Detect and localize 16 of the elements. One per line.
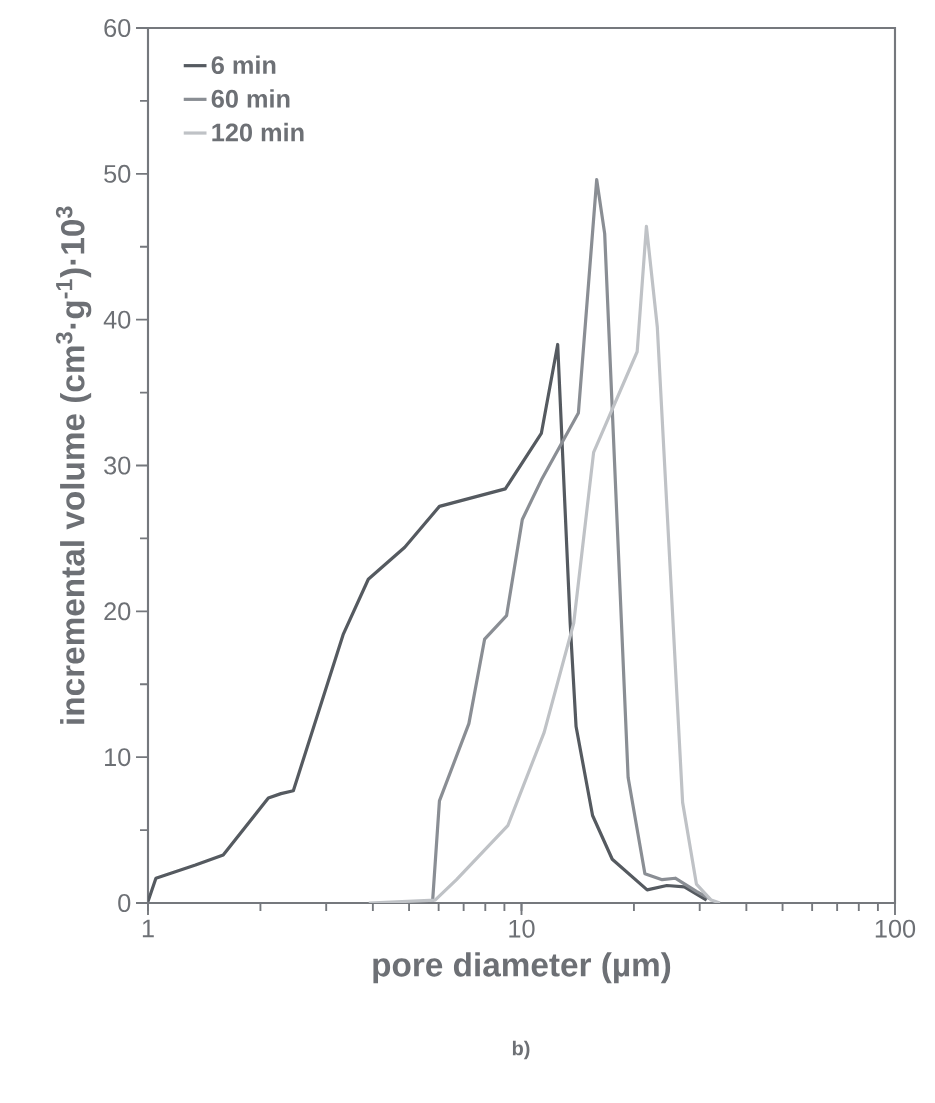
x-tick-label: 1 [142, 919, 154, 938]
x-tick-label: 100 [875, 919, 916, 938]
y-tick-label: 40 [103, 310, 131, 329]
y-tick-label: 30 [104, 456, 131, 475]
x-axis-title: pore diameter (µm) [373, 952, 671, 984]
legend-label: 120 min [212, 122, 304, 142]
y-axis-title: incremental volume (cm$^{3}$·g$^{-1}$)·10$^{3}$ [55, 206, 92, 724]
y-tick-label: 60 [104, 19, 131, 37]
text: b) [512, 1040, 530, 1060]
y-tick-label: 50 [104, 164, 131, 183]
legend-label: 60 min [211, 89, 290, 108]
y-tick-label: 10 [105, 748, 131, 767]
x-tick-label: 10 [509, 919, 535, 938]
legend-label: 6 min [211, 55, 276, 75]
y-tick-label: 0 [118, 894, 131, 912]
y-tick-label: 20 [104, 602, 131, 621]
